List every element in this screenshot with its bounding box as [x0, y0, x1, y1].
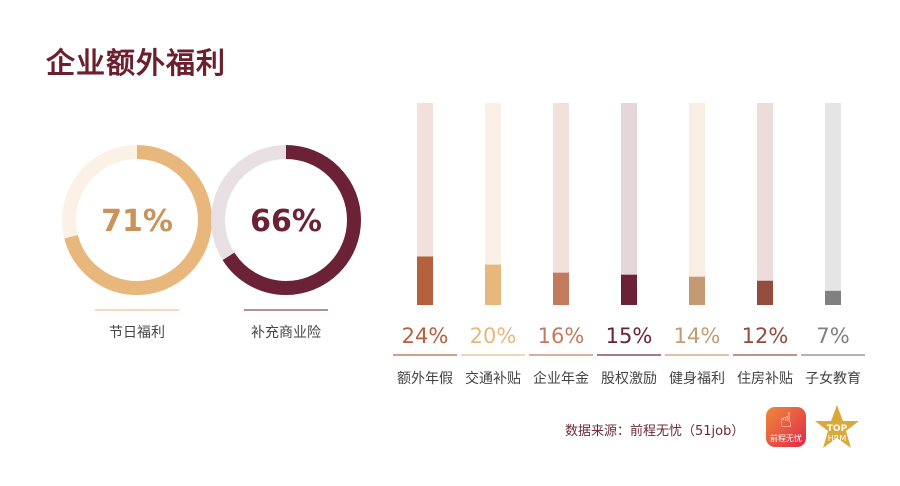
donut-label: 补充商业险 — [251, 325, 321, 341]
bar — [621, 274, 637, 305]
bar-track — [553, 103, 569, 305]
bar-group: 24% 额外年假 — [393, 103, 457, 387]
svg-text:HRM: HRM — [828, 434, 847, 443]
bar-track — [689, 103, 705, 305]
donut-arc — [62, 145, 212, 295]
bar-value-label: 14% — [674, 324, 721, 348]
bar-value-label: 16% — [538, 324, 585, 348]
bar-track — [485, 103, 501, 305]
bar — [485, 264, 501, 305]
bar-group: 20% 交通补贴 — [461, 103, 525, 387]
bar-group: 12% 住房补贴 — [733, 103, 797, 387]
bar — [825, 290, 841, 305]
donut-label: 节日福利 — [109, 325, 165, 341]
source-note: 数据来源：前程无忧（51job） — [565, 424, 745, 439]
bar-category-label: 企业年金 — [533, 370, 589, 387]
bar-track — [825, 103, 841, 305]
donut-value: 71% — [101, 204, 173, 239]
donut-0: 71% 节日福利 — [62, 145, 212, 341]
bar — [689, 276, 705, 305]
bar-value-label: 12% — [742, 324, 789, 348]
donut-arc — [211, 145, 361, 295]
bar — [757, 280, 773, 305]
bar-category-label: 健身福利 — [669, 371, 725, 387]
bar-group: 15% 股权激励 — [597, 103, 661, 387]
bar — [417, 256, 433, 305]
bar-value-label: 20% — [470, 324, 517, 348]
bar-group: 16% 企业年金 — [529, 103, 593, 387]
page-title: 企业额外福利 — [46, 46, 227, 80]
donut-1: 66% 补充商业险 — [211, 145, 361, 341]
bar-track — [621, 103, 637, 305]
bar-track — [757, 103, 773, 305]
bar-value-label: 24% — [402, 324, 449, 348]
bar-category-label: 住房补贴 — [737, 371, 793, 387]
bar-category-label: 子女教育 — [805, 370, 861, 387]
bar-value-label: 15% — [606, 324, 653, 348]
bar-group: 7% 子女教育 — [801, 103, 865, 387]
bar-track — [417, 103, 433, 305]
bar — [553, 272, 569, 305]
svg-text:TOP: TOP — [827, 424, 848, 434]
bar-category-label: 额外年假 — [397, 371, 453, 387]
bar-category-label: 交通补贴 — [465, 370, 521, 387]
bar-category-label: 股权激励 — [601, 370, 657, 387]
donut-value: 66% — [250, 204, 322, 239]
bar-value-label: 7% — [816, 324, 849, 348]
bar-group: 14% 健身福利 — [665, 103, 729, 387]
51job-logo: ☝ 前程无忧 — [766, 407, 806, 447]
